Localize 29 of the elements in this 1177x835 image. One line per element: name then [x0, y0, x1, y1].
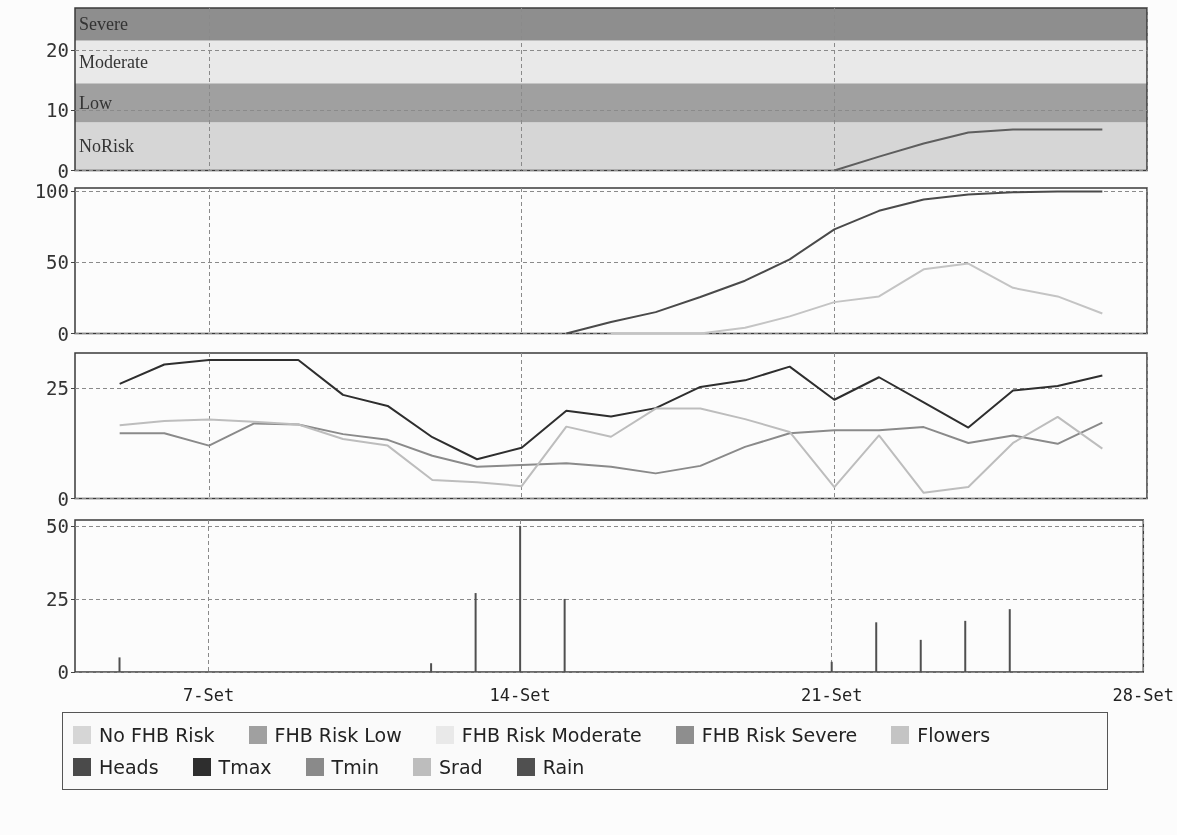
y-tick-label: 50	[46, 251, 69, 274]
legend-label: Tmin	[331, 756, 380, 778]
y-tick-label: 25	[46, 587, 69, 610]
legend-label: FHB Risk Low	[274, 724, 402, 746]
y-tick-label: 50	[46, 514, 69, 537]
annotation: Severe	[79, 14, 128, 35]
y-tick-label: 0	[57, 661, 69, 683]
x-tick-label: 7-Set	[182, 684, 235, 705]
y-tick-label: 20	[46, 39, 69, 62]
y-tick-label: 25	[46, 377, 69, 400]
legend-label: FHB Risk Severe	[701, 724, 858, 746]
legend-label: No FHB Risk	[99, 724, 215, 746]
x-tick-label: 28-Set	[1112, 684, 1175, 705]
annotation: Low	[79, 92, 112, 113]
annotation: Moderate	[79, 51, 148, 72]
y-tick-label: 10	[46, 99, 69, 122]
legend-label: Flowers	[917, 724, 991, 746]
y-tick-label: 100	[34, 179, 69, 202]
legend-label: Rain	[542, 756, 585, 778]
x-tick-label: 14-Set	[489, 684, 551, 705]
legend-label: FHB Risk Moderate	[461, 724, 642, 746]
y-tick-label: 0	[57, 487, 69, 510]
y-tick-label: 0	[57, 322, 69, 345]
x-tick-label: 21-Set	[801, 684, 863, 705]
y-tick-label: 0	[57, 159, 69, 182]
legend-label: Srad	[439, 756, 483, 778]
legend-label: Tmax	[218, 756, 272, 778]
annotation: NoRisk	[79, 136, 135, 157]
legend-label: Heads	[99, 756, 159, 778]
